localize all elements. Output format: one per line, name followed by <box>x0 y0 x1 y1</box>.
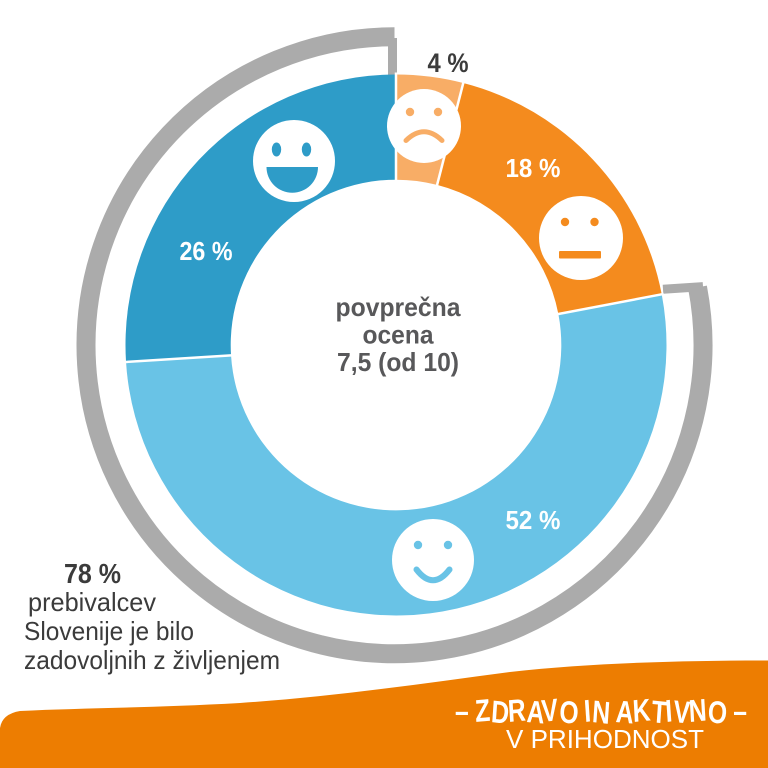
svg-text:V PRIHODNOST: V PRIHODNOST <box>506 726 704 754</box>
svg-text:78 %: 78 % <box>64 558 121 589</box>
svg-text:zadovoljnih z življenjem: zadovoljnih z življenjem <box>24 645 280 675</box>
svg-text:4 %: 4 % <box>428 48 469 78</box>
svg-text:ocena: ocena <box>363 320 434 350</box>
svg-text:26 %: 26 % <box>180 236 233 266</box>
svg-text:povprečna: povprečna <box>336 292 461 322</box>
svg-text:52 %: 52 % <box>506 505 561 535</box>
svg-text:Slovenije je bilo: Slovenije je bilo <box>24 616 194 646</box>
svg-text:prebivalcev: prebivalcev <box>28 587 156 617</box>
svg-text:18 %: 18 % <box>506 153 561 183</box>
svg-text:7,5 (od 10): 7,5 (od 10) <box>337 347 459 377</box>
svg-text:– ZDRAVO IN AKTIVNO –: – ZDRAVO IN AKTIVNO – <box>455 692 747 731</box>
